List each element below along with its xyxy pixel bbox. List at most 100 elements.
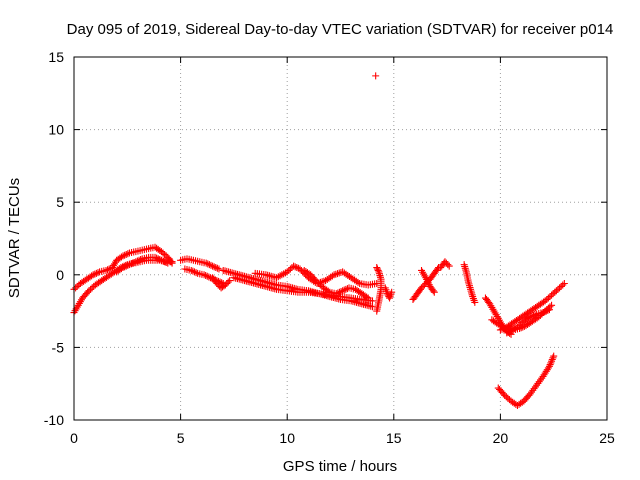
- data-point: [132, 258, 140, 266]
- chart-title: Day 095 of 2019, Sidereal Day-to-day VTE…: [67, 21, 614, 38]
- data-point: [373, 307, 381, 315]
- data-point: [316, 281, 324, 289]
- data-point: [293, 264, 301, 272]
- y-axis-title: SDTVAR / TECUs: [6, 178, 23, 298]
- grid-lines: [74, 57, 607, 420]
- data-point: [543, 306, 551, 314]
- data-point: [213, 264, 221, 272]
- data-point: [119, 264, 127, 272]
- data-point: [498, 325, 506, 333]
- data-point: [548, 291, 556, 299]
- data-point: [340, 286, 348, 294]
- data-point: [203, 272, 211, 280]
- y-tick-label: -5: [52, 339, 65, 355]
- data-point: [278, 271, 286, 279]
- data-point: [364, 294, 372, 302]
- data-point: [202, 259, 210, 267]
- data-point: [130, 258, 138, 266]
- data-point: [517, 324, 525, 332]
- data-point: [556, 284, 564, 292]
- data-point: [337, 287, 345, 295]
- data-point: [560, 280, 568, 288]
- data-point: [89, 271, 97, 279]
- data-point: [445, 262, 453, 270]
- data-point: [545, 362, 553, 370]
- data-point: [332, 290, 340, 298]
- data-point: [168, 258, 176, 266]
- data-point: [519, 323, 527, 331]
- data-point: [280, 270, 288, 278]
- data-point: [102, 266, 110, 274]
- data-point: [496, 326, 504, 334]
- x-tick-label: 10: [279, 430, 295, 446]
- data-point: [105, 265, 113, 273]
- data-point: [372, 72, 380, 80]
- data-point: [212, 264, 220, 272]
- data-point: [157, 248, 165, 256]
- data-point: [546, 293, 554, 301]
- data-point: [290, 262, 298, 270]
- data-point: [434, 265, 442, 273]
- data-point: [540, 309, 548, 317]
- data-point: [508, 327, 516, 335]
- data-point: [159, 257, 167, 265]
- data-point: [335, 288, 343, 296]
- data-point: [273, 274, 281, 282]
- data-point: [506, 327, 514, 335]
- data-point: [337, 268, 345, 276]
- data-point: [72, 284, 80, 292]
- data-point: [339, 287, 347, 295]
- data-point: [503, 329, 511, 337]
- data-point: [276, 272, 284, 280]
- data-point: [334, 289, 342, 297]
- data-point: [504, 328, 512, 336]
- data-point: [541, 297, 549, 305]
- data-point: [354, 278, 362, 286]
- data-point: [501, 391, 509, 399]
- data-point: [133, 257, 141, 265]
- data-point: [286, 265, 294, 273]
- data-point: [549, 290, 557, 298]
- data-point: [291, 263, 299, 271]
- data-point: [189, 267, 197, 275]
- data-point: [548, 301, 556, 309]
- data-point: [200, 271, 208, 279]
- data-point: [164, 259, 172, 267]
- data-point: [313, 278, 321, 286]
- data-point: [332, 270, 340, 278]
- data-point: [87, 285, 95, 293]
- data-point: [547, 359, 555, 367]
- data-point: [388, 288, 396, 296]
- x-tick-label: 25: [599, 430, 615, 446]
- data-point: [187, 266, 195, 274]
- data-point: [550, 352, 558, 360]
- data-point: [85, 287, 93, 295]
- data-point: [541, 307, 549, 315]
- data-point: [552, 287, 560, 295]
- data-point: [546, 361, 554, 369]
- data-point: [500, 325, 508, 333]
- data-point: [274, 273, 282, 281]
- data-point: [192, 269, 200, 277]
- data-point: [104, 266, 112, 274]
- data-point: [129, 259, 137, 267]
- data-point: [127, 260, 135, 268]
- data-point: [226, 277, 234, 285]
- data-point: [205, 273, 213, 281]
- x-tick-label: 0: [70, 430, 78, 446]
- data-point: [554, 285, 562, 293]
- data-point: [544, 294, 552, 302]
- data-point: [122, 250, 130, 258]
- data-point: [430, 288, 438, 296]
- y-tick-label: 0: [56, 267, 64, 283]
- data-point: [368, 297, 376, 305]
- y-tick-label: 15: [48, 49, 64, 65]
- data-point: [544, 364, 552, 372]
- data-point: [423, 275, 431, 283]
- data-point: [328, 272, 336, 280]
- data-point: [73, 282, 81, 290]
- x-tick-label: 15: [386, 430, 402, 446]
- plot-frame: [73, 56, 608, 421]
